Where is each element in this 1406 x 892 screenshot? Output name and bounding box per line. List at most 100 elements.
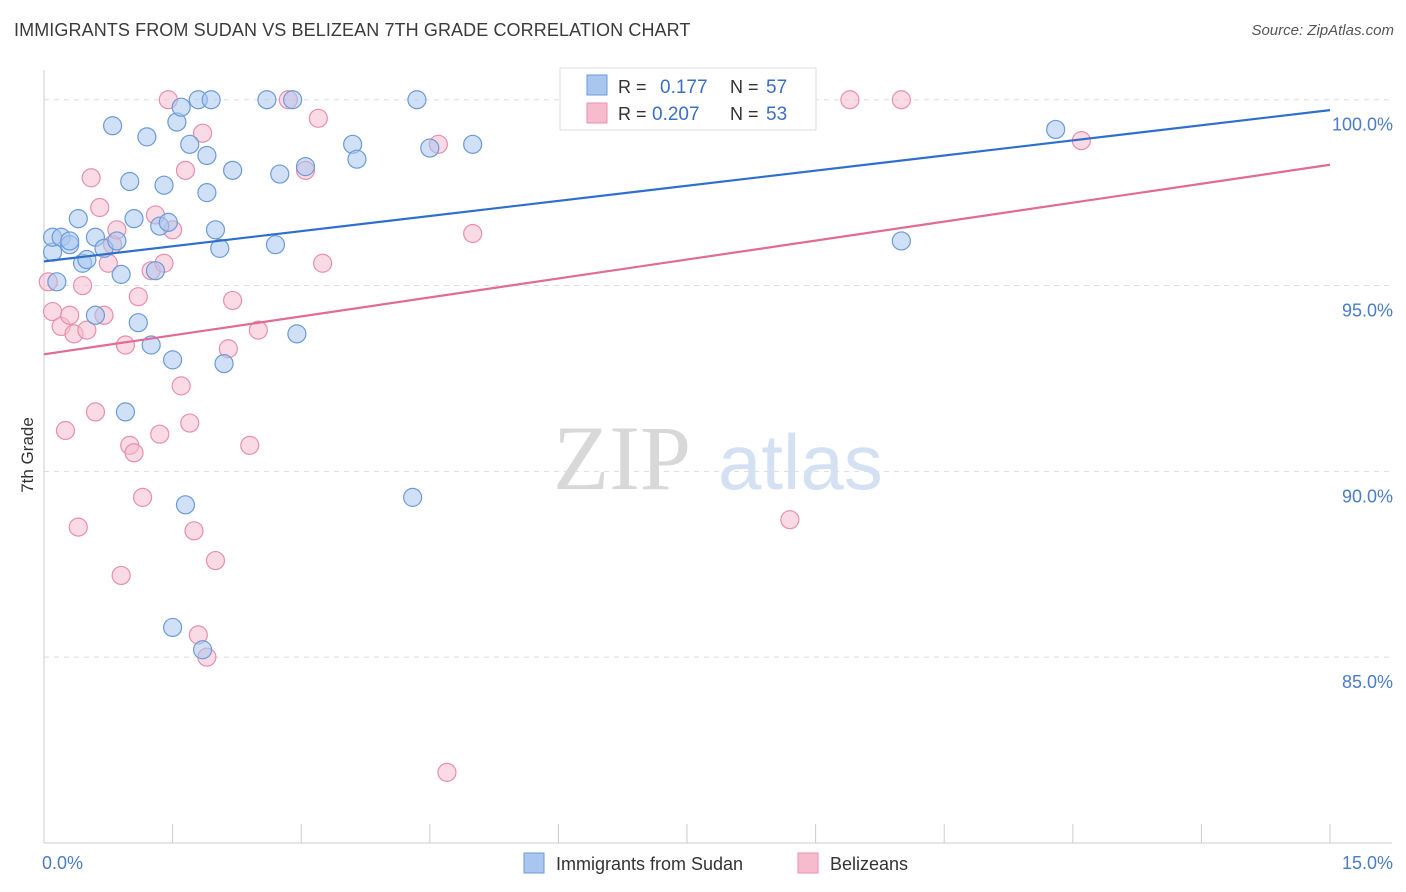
belizeans-point-21 [132,487,153,507]
bottom-legend-label-sudan: Immigrants from Sudan [556,854,743,874]
belizeans-point-11 [90,197,110,218]
belizeans-point-42 [308,108,328,128]
belizeans-point-6 [68,517,88,537]
sudan-point-28 [171,97,191,117]
axes [43,70,1392,844]
sudan-point-17 [124,209,144,229]
y-axis-title: 7th Grade [18,417,37,493]
belizeans-point-45 [437,762,457,782]
sudan-point-50 [420,138,440,158]
belizeans-point-20 [128,287,148,307]
sudan-point-24 [158,212,178,232]
sudan-point-53 [1046,119,1066,140]
legend-n-value-sudan: 57 [766,77,787,98]
chart-source: Source: ZipAtlas.com [1251,22,1394,39]
sudan-point-34 [197,183,217,203]
belizeans-point-17 [115,335,136,355]
sudan-point-52 [891,231,911,251]
stats-legend: R = 0.177 N = 57 R = 0.207 N = 53 [559,67,817,131]
sudan-point-30 [180,134,200,154]
bottom-legend-swatch-belizeans [797,852,819,874]
belizeans-point-4 [60,305,80,325]
sudan-point-2 [47,272,67,292]
sudan-point-14 [111,264,131,284]
bottom-legend-label-belizeans: Belizeans [830,854,908,874]
sudan-point-51 [463,134,483,154]
belizeans-point-7 [72,275,93,296]
sudan-point-12 [102,116,123,136]
watermark-atlas: atlas [718,418,883,506]
legend-n-label-sudan: N = [730,77,759,97]
sudan-point-23 [154,175,174,195]
belizeans-point-37 [223,290,243,311]
sudan-point-45 [295,157,316,177]
sudan-point-29 [175,495,196,515]
trend-lines [43,109,1331,356]
sudan-point-5 [60,231,80,251]
belizeans-point-9 [81,168,101,188]
sudan-point-26 [163,350,183,370]
sudan-point-20 [141,335,161,355]
sudan-point-49 [407,90,427,110]
y-tick-label-95: 95.0% [1342,301,1393,321]
sudan-point-9 [85,305,106,325]
sudan-point-25 [163,617,183,638]
belizeans-point-29 [175,160,196,180]
sudan-point-35 [201,90,221,110]
x-tick-label-max: 15.0% [1342,853,1393,873]
sudan-point-13 [107,231,127,251]
belizeans-point-30 [180,413,200,433]
belizeans-point-10 [85,402,106,422]
legend-r-label-sudan: R = [618,77,647,97]
y-tick-label-90: 90.0% [1342,486,1393,506]
sudan-point-6 [68,209,88,229]
series-legend: Immigrants from Sudan Belizeans [523,852,908,874]
sudan-point-21 [145,261,166,281]
legend-n-value-belizeans: 53 [766,104,787,125]
belizeans-point-24 [150,424,170,444]
sudan-point-16 [120,171,140,192]
belizeans-point-8 [77,320,97,340]
x-tick-label-min: 0.0% [42,853,83,873]
x-tick-labels: 0.0% 15.0% [42,853,1393,873]
sudan-point-8 [77,249,97,270]
belizeans-point-49 [891,90,911,110]
sudan-point-36 [205,220,226,240]
sudan-point-47 [347,149,367,169]
legend-r-label-belizeans: R = [618,104,647,124]
legend-n-label-belizeans: N = [730,104,759,124]
belizeans-point-33 [193,123,213,143]
sudan-point-15 [115,402,136,422]
sudan-point-18 [128,313,148,333]
belizeans-point-28 [171,376,191,396]
sudan-point-19 [137,127,157,147]
sudan-trend-line [43,109,1331,263]
belizeans-point-19 [124,443,144,463]
belizeans-point-31 [184,521,204,541]
y-tick-label-100: 100.0% [1332,115,1393,135]
sudan-point-39 [223,160,243,180]
sudan-points [42,90,1066,660]
legend-swatch-sudan [586,74,608,96]
legend-swatch-belizeans [586,102,608,124]
sudan-point-32 [193,640,213,660]
belizeans-point-46 [463,223,483,244]
y-tick-labels: 85.0% 90.0% 95.0% 100.0% [1332,115,1393,692]
sudan-point-44 [287,324,307,344]
sudan-point-43 [283,90,303,110]
belizeans-point-43 [313,253,333,273]
belizeans-point-3 [55,420,76,441]
y-tick-label-85: 85.0% [1342,672,1393,692]
bottom-legend-swatch-sudan [523,852,545,874]
belizeans-point-38 [240,435,260,455]
legend-r-value-belizeans: 0.207 [652,104,700,125]
gridlines [44,99,1392,658]
belizeans-trend-line [43,163,1331,356]
watermark-zip: ZIP [553,407,691,509]
legend-r-value-sudan: 0.177 [660,77,708,98]
belizeans-point-48 [840,90,860,110]
belizeans-point-47 [780,510,800,530]
sudan-point-38 [214,353,234,374]
chart-title: IMMIGRANTS FROM SUDAN VS BELIZEAN 7TH GR… [14,20,691,40]
